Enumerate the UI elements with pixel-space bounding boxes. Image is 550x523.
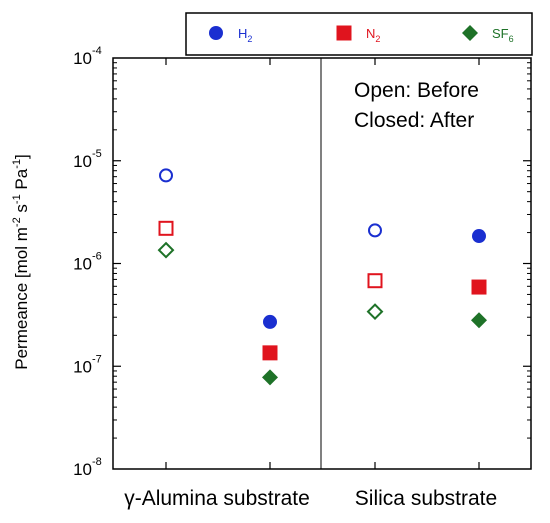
- square-point-n: [262, 345, 278, 361]
- circle-point-h: [263, 314, 277, 329]
- y-label-superscript: -1: [11, 159, 23, 169]
- y-tick-label: 10-6: [73, 251, 102, 274]
- legend-marker-sf: [462, 25, 478, 41]
- square-point-n: [367, 273, 383, 289]
- y-tick-label: 10-5: [73, 148, 102, 171]
- circle-point-h: [159, 168, 173, 183]
- data-points: [157, 168, 487, 386]
- y-tick-label: 10-7: [73, 353, 102, 376]
- legend-marker-n: [336, 25, 352, 41]
- x-category-label: γ-Alumina substrate: [124, 487, 310, 510]
- y-label-part: s: [12, 204, 31, 217]
- y-tick-label: 10-8: [73, 456, 102, 479]
- diamond-point-sf: [471, 312, 487, 329]
- y-tick-exponent: -6: [92, 251, 102, 263]
- y-tick-exponent: -5: [92, 148, 102, 160]
- y-tick-label: 10-4: [73, 45, 102, 68]
- y-tick-exponent: -4: [92, 45, 102, 57]
- legend-marker-h: [209, 26, 223, 40]
- y-tick-exponent: -7: [92, 353, 102, 365]
- diamond-point-sf: [157, 241, 175, 259]
- circle-point-h: [368, 223, 382, 238]
- x-category-label: Silica substrate: [355, 487, 497, 510]
- diamond-point-sf: [366, 303, 384, 321]
- y-axis-label: Permeance [mol m-2 s-1 Pa-1]: [11, 154, 31, 370]
- y-label-part: Pa: [12, 168, 31, 194]
- annotation-text: Open: Before: [354, 79, 479, 102]
- legend-label-subscript: 2: [375, 34, 380, 44]
- circle-point-h: [472, 229, 486, 244]
- legend-label-subscript: 2: [247, 34, 252, 44]
- annotations: Open: Before Closed: After: [354, 79, 479, 132]
- y-label-superscript: -2: [11, 217, 23, 227]
- legend: H2 N2 SF6: [209, 25, 514, 44]
- diamond-point-sf: [262, 369, 278, 386]
- legend-label: SF6: [492, 26, 514, 44]
- y-label-superscript: -1: [11, 194, 23, 204]
- y-tick-exponent: -8: [92, 456, 102, 468]
- legend-label-subscript: 6: [509, 34, 514, 44]
- square-point-n: [158, 220, 174, 236]
- annotation-text: Closed: After: [354, 109, 474, 132]
- x-axis-labels: γ-Alumina substrate Silica substrate: [124, 487, 497, 510]
- y-label-part: ]: [12, 154, 31, 159]
- square-point-n: [471, 279, 487, 295]
- y-label-part: Permeance [mol m: [12, 227, 31, 370]
